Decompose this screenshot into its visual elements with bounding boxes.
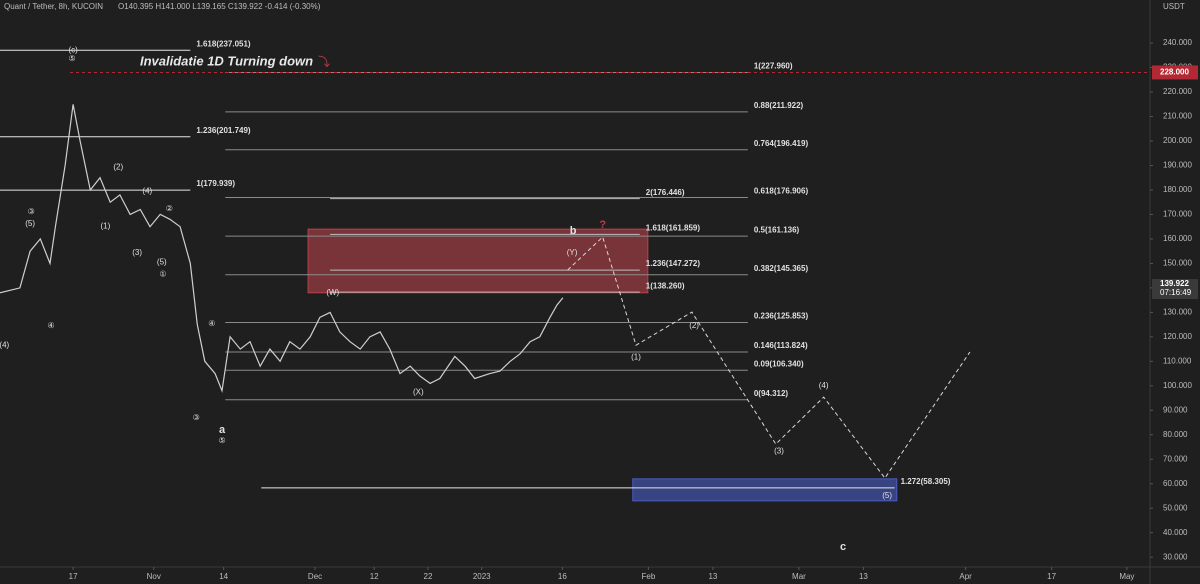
x-tick-label: 16 — [558, 572, 567, 581]
chart-title: Invalidatie 1D Turning down — [140, 53, 313, 68]
zone — [307, 228, 649, 294]
y-tick-label: 130.000 — [1163, 307, 1192, 316]
wave-label: (X) — [413, 387, 424, 396]
wave-label: (1) — [100, 221, 110, 230]
x-tick-label: Nov — [147, 572, 161, 581]
fib-label: 1(179.939) — [196, 179, 235, 188]
wave-label: (1) — [631, 352, 641, 361]
fib-label: 0(94.312) — [754, 389, 789, 398]
y-tick-label: 190.000 — [1163, 161, 1192, 170]
y-tick-label: 100.000 — [1163, 381, 1192, 390]
fib-label: 0.618(176.906) — [754, 187, 809, 196]
wave-label: a — [219, 424, 226, 436]
wave-label: (3) — [774, 446, 784, 455]
y-unit: USDT — [1163, 2, 1185, 11]
x-tick-label: Feb — [641, 572, 655, 581]
y-tick-label: 50.000 — [1163, 503, 1188, 512]
projection-line — [567, 236, 971, 479]
x-tick-label: 17 — [69, 572, 78, 581]
fib-label: 0.236(125.853) — [754, 312, 809, 321]
fib-label: 2(176.446) — [646, 188, 685, 197]
x-tick-label: Dec — [308, 572, 322, 581]
fib-label: 0.09(106.340) — [754, 359, 804, 368]
x-tick-label: Apr — [959, 572, 972, 581]
y-tick-label: 240.000 — [1163, 38, 1192, 47]
fib-label: 1.618(237.051) — [196, 39, 251, 48]
wave-label: (5) — [157, 257, 167, 266]
wave-label: (3) — [132, 248, 142, 257]
wave-label: (4) — [0, 340, 10, 349]
wave-label: (4) — [819, 381, 829, 390]
x-tick-label: 22 — [424, 572, 433, 581]
wave-label: ① — [159, 269, 166, 278]
x-tick-label: 13 — [708, 572, 717, 581]
y-tick-label: 200.000 — [1163, 136, 1192, 145]
fib-label: 1.236(147.272) — [646, 259, 701, 268]
ohlc: O140.395 H141.000 L139.165 C139.922 -0.4… — [118, 2, 321, 11]
x-tick-label: 14 — [219, 572, 228, 581]
wave-label: b — [570, 225, 577, 237]
y-tick-label: 210.000 — [1163, 112, 1192, 121]
fib-label: 1(138.260) — [646, 281, 685, 290]
y-tick-label: 30.000 — [1163, 552, 1188, 561]
y-tick-label: 150.000 — [1163, 259, 1192, 268]
y-tick-label: 90.000 — [1163, 405, 1188, 414]
x-tick-label: Mar — [792, 572, 806, 581]
last-price-label: 139.922 — [1160, 279, 1189, 288]
wave-label: ④ — [208, 319, 215, 328]
y-tick-label: 160.000 — [1163, 234, 1192, 243]
x-tick-label: 13 — [859, 572, 868, 581]
wave-label: ⑤ — [68, 54, 75, 63]
y-tick-label: 70.000 — [1163, 454, 1188, 463]
fib-label: 1.236(201.749) — [196, 126, 251, 135]
title-marker: ⤵ — [318, 55, 330, 69]
wave-label: (Y) — [567, 248, 578, 257]
fib-label: 0.764(196.419) — [754, 139, 809, 148]
zone — [632, 478, 898, 502]
fib-label: 0.5(161.136) — [754, 225, 800, 234]
wave-label: ③ — [193, 413, 200, 422]
fib-label: 0.88(211.922) — [754, 101, 804, 110]
y-tick-label: 60.000 — [1163, 479, 1188, 488]
wave-label: (5) — [882, 491, 892, 500]
wave-label: (c) — [68, 45, 78, 54]
price-line — [0, 104, 564, 393]
fib-label: 1.272(58.305) — [901, 477, 951, 486]
wave-label: ④ — [47, 321, 54, 330]
wave-label: ⑤ — [218, 436, 225, 445]
x-tick-label: 12 — [370, 572, 379, 581]
fib-label: 0.146(113.824) — [754, 341, 808, 350]
wave-label: ? — [599, 219, 606, 231]
symbol: Quant / Tether, 8h, KUCOIN — [4, 2, 103, 11]
x-tick-label: 17 — [1047, 572, 1056, 581]
y-tick-label: 80.000 — [1163, 430, 1188, 439]
y-tick-label: 110.000 — [1163, 356, 1192, 365]
x-tick-label: 2023 — [473, 572, 491, 581]
y-tick-label: 120.000 — [1163, 332, 1192, 341]
wave-label: (5) — [25, 219, 35, 228]
y-tick-label: 180.000 — [1163, 185, 1192, 194]
wave-label: ② — [166, 204, 173, 213]
wave-label: (2) — [689, 321, 699, 330]
y-tick-label: 220.000 — [1163, 87, 1192, 96]
wave-label: c — [840, 541, 846, 553]
last-price-time: 07:16:49 — [1160, 288, 1192, 297]
invalidation-label: 228.000 — [1160, 68, 1189, 77]
wave-label: (2) — [113, 162, 123, 171]
fib-label: 0.382(145.365) — [754, 264, 809, 273]
fib-label: 1(227.960) — [754, 62, 793, 71]
x-tick-label: May — [1119, 572, 1134, 581]
last-price-tag — [1152, 279, 1198, 300]
wave-label: (4) — [142, 186, 152, 195]
invalidation-tag — [1152, 65, 1198, 80]
y-tick-label: 170.000 — [1163, 210, 1192, 219]
fib-label: 1.618(161.859) — [646, 223, 701, 232]
wave-label: (W) — [326, 288, 339, 297]
wave-label: ③ — [28, 207, 35, 216]
y-tick-label: 40.000 — [1163, 528, 1188, 537]
